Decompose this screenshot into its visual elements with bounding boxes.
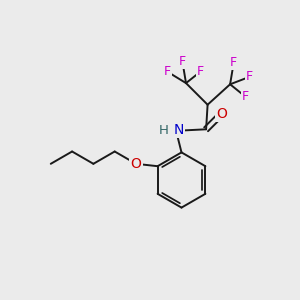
- Text: H: H: [159, 124, 168, 137]
- Text: F: F: [179, 55, 186, 68]
- Text: F: F: [230, 56, 237, 69]
- Text: N: N: [174, 123, 184, 137]
- Text: O: O: [216, 107, 227, 121]
- Text: F: F: [197, 65, 204, 78]
- Text: O: O: [130, 157, 141, 171]
- Text: F: F: [164, 65, 171, 78]
- Text: F: F: [242, 90, 249, 104]
- Text: F: F: [246, 70, 253, 83]
